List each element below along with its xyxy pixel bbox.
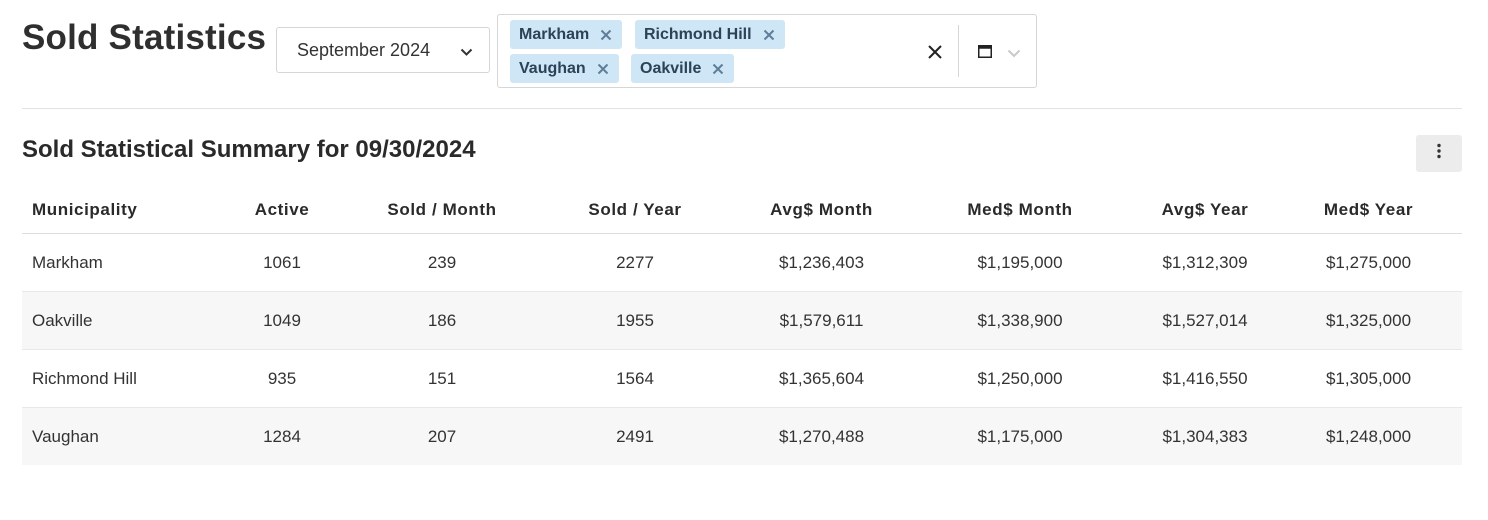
table-cell: Oakville [22,291,212,350]
column-header[interactable]: Avg$ Year [1135,187,1275,234]
table-cell: 239 [352,233,532,292]
chevron-down-icon[interactable] [1007,46,1021,64]
table-cell: $1,195,000 [905,233,1135,292]
chip-richmond-hill: Richmond Hill [635,20,785,49]
table-cell: $1,275,000 [1275,233,1462,292]
column-header[interactable]: Avg$ Month [738,187,905,234]
table-cell: $1,338,900 [905,291,1135,350]
table-cell: $1,175,000 [905,407,1135,465]
chip-label: Markham [519,25,590,43]
clear-all-icon[interactable] [927,44,943,60]
municipality-multiselect[interactable]: Markham Richmond Hill Vaughan Oakville [497,14,1037,88]
window-icon[interactable] [978,45,992,58]
chip-label: Richmond Hill [644,25,752,43]
sold-statistics-table: Municipality Active Sold / Month Sold / … [22,187,1462,465]
select-divider [958,25,959,77]
chip-oakville: Oakville [631,54,735,83]
table-row: Oakville 1049 186 1955 $1,579,611 $1,338… [22,291,1462,350]
table-cell: 1955 [532,291,738,350]
table-cell: 1564 [532,349,738,408]
table-cell: $1,248,000 [1275,407,1462,465]
more-menu-button[interactable] [1416,135,1462,172]
close-icon[interactable] [596,62,610,76]
month-select-value: September 2024 [297,39,431,60]
table-cell: $1,416,550 [1135,349,1275,408]
table-cell: Richmond Hill [22,349,212,408]
table-cell: 186 [352,291,532,350]
summary-title: Sold Statistical Summary for 09/30/2024 [22,136,476,163]
table-row: Markham 1061 239 2277 $1,236,403 $1,195,… [22,233,1462,292]
chip-markham: Markham [510,20,623,49]
close-icon[interactable] [711,62,725,76]
month-select[interactable]: September 2024 [276,27,490,73]
table-cell: 2277 [532,233,738,292]
table-header-row: Municipality Active Sold / Month Sold / … [22,187,1462,234]
column-header[interactable]: Sold / Year [532,187,738,234]
table-cell: 1284 [212,407,352,465]
column-header[interactable]: Sold / Month [352,187,532,234]
table-row: Vaughan 1284 207 2491 $1,270,488 $1,175,… [22,407,1462,465]
table-cell: 1061 [212,233,352,292]
close-icon[interactable] [762,28,776,42]
close-icon[interactable] [599,28,613,42]
table-cell: 151 [352,349,532,408]
page-title: Sold Statistics [22,18,267,57]
table-row: Richmond Hill 935 151 1564 $1,365,604 $1… [22,349,1462,408]
column-header[interactable]: Med$ Month [905,187,1135,234]
table-cell: $1,305,000 [1275,349,1462,408]
column-header[interactable]: Municipality [22,187,212,234]
table-cell: 2491 [532,407,738,465]
table-cell: Vaughan [22,407,212,465]
chevron-down-icon [460,43,473,64]
table-cell: $1,304,383 [1135,407,1275,465]
table-cell: $1,579,611 [738,291,905,350]
chip-vaughan: Vaughan [510,54,619,83]
table-cell: $1,325,000 [1275,291,1462,350]
chip-label: Vaughan [519,59,586,77]
table-cell: $1,365,604 [738,349,905,408]
table-cell: $1,312,309 [1135,233,1275,292]
table-cell: Markham [22,233,212,292]
more-vertical-icon [1437,143,1441,164]
chip-label: Oakville [640,59,702,77]
table-cell: 935 [212,349,352,408]
column-header[interactable]: Med$ Year [1275,187,1462,234]
table-cell: $1,236,403 [738,233,905,292]
header-divider [22,108,1462,109]
table-cell: $1,270,488 [738,407,905,465]
table-cell: 207 [352,407,532,465]
column-header[interactable]: Active [212,187,352,234]
table-cell: 1049 [212,291,352,350]
table-cell: $1,527,014 [1135,291,1275,350]
table-cell: $1,250,000 [905,349,1135,408]
